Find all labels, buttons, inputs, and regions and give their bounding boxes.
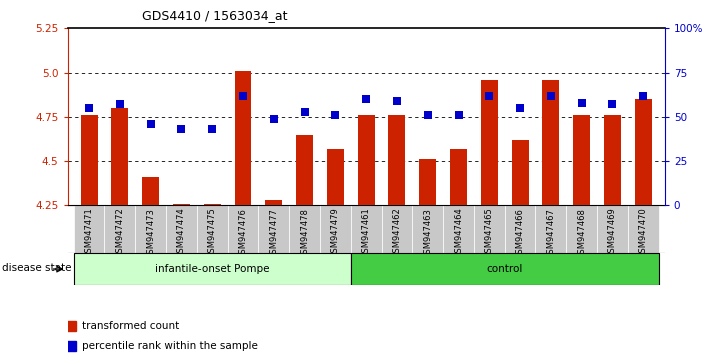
Point: [207, 126, 218, 132]
Point: [83, 105, 95, 111]
Point: [391, 98, 402, 104]
Text: GSM947467: GSM947467: [546, 208, 555, 258]
Bar: [542, 80, 560, 205]
Text: GSM947462: GSM947462: [392, 208, 402, 258]
Point: [638, 93, 649, 98]
Text: GSM947468: GSM947468: [577, 208, 586, 258]
Bar: [228, 205, 258, 253]
Bar: [135, 205, 166, 253]
Bar: [351, 205, 382, 253]
Text: GSM947479: GSM947479: [331, 208, 340, 258]
Point: [299, 109, 310, 114]
Bar: [604, 115, 621, 205]
Bar: [74, 253, 351, 285]
Point: [268, 116, 279, 121]
Text: GSM947476: GSM947476: [238, 208, 247, 258]
Point: [330, 112, 341, 118]
Bar: [388, 115, 405, 205]
Bar: [481, 80, 498, 205]
Bar: [105, 205, 135, 253]
Bar: [535, 205, 566, 253]
Point: [422, 112, 434, 118]
Text: GSM947470: GSM947470: [638, 208, 648, 258]
Text: GSM947464: GSM947464: [454, 208, 463, 258]
Text: GSM947469: GSM947469: [608, 208, 617, 258]
Bar: [382, 205, 412, 253]
Bar: [628, 205, 658, 253]
Bar: [142, 177, 159, 205]
Bar: [74, 205, 105, 253]
Point: [514, 105, 525, 111]
Bar: [235, 71, 252, 205]
Bar: [112, 108, 129, 205]
Bar: [450, 149, 467, 205]
Text: GSM947463: GSM947463: [423, 208, 432, 258]
Bar: [327, 149, 344, 205]
Bar: [412, 205, 443, 253]
Bar: [635, 99, 652, 205]
Point: [453, 112, 464, 118]
Bar: [474, 205, 505, 253]
Bar: [289, 205, 320, 253]
Point: [545, 93, 557, 98]
Text: GSM947477: GSM947477: [269, 208, 278, 258]
Bar: [204, 204, 220, 205]
Bar: [419, 159, 437, 205]
Text: GSM947474: GSM947474: [177, 208, 186, 258]
Bar: [320, 205, 351, 253]
Text: GSM947466: GSM947466: [515, 208, 525, 258]
Point: [483, 93, 495, 98]
Bar: [358, 115, 375, 205]
Bar: [351, 253, 658, 285]
Bar: [443, 205, 474, 253]
Point: [606, 102, 618, 107]
Point: [114, 102, 126, 107]
Text: disease state: disease state: [2, 263, 72, 273]
Bar: [80, 115, 97, 205]
Text: infantile-onset Pompe: infantile-onset Pompe: [155, 264, 269, 274]
Point: [145, 121, 156, 127]
Text: GDS4410 / 1563034_at: GDS4410 / 1563034_at: [142, 9, 288, 22]
Point: [360, 96, 372, 102]
Point: [576, 100, 587, 105]
Bar: [166, 205, 197, 253]
Text: GSM947478: GSM947478: [300, 208, 309, 258]
Text: transformed count: transformed count: [82, 321, 180, 331]
Bar: [512, 140, 528, 205]
Bar: [265, 200, 282, 205]
Point: [176, 126, 187, 132]
Text: control: control: [486, 264, 523, 274]
Bar: [597, 205, 628, 253]
Text: GSM947475: GSM947475: [208, 208, 217, 258]
Bar: [296, 135, 313, 205]
Text: GSM947473: GSM947473: [146, 208, 155, 258]
Text: GSM947461: GSM947461: [362, 208, 370, 258]
Text: GSM947472: GSM947472: [115, 208, 124, 258]
Point: [237, 93, 249, 98]
Bar: [505, 205, 535, 253]
Bar: [573, 115, 590, 205]
Bar: [566, 205, 597, 253]
Text: GSM947471: GSM947471: [85, 208, 94, 258]
Text: GSM947465: GSM947465: [485, 208, 494, 258]
Bar: [197, 205, 228, 253]
Bar: [258, 205, 289, 253]
Bar: [173, 204, 190, 205]
Text: percentile rank within the sample: percentile rank within the sample: [82, 341, 258, 350]
